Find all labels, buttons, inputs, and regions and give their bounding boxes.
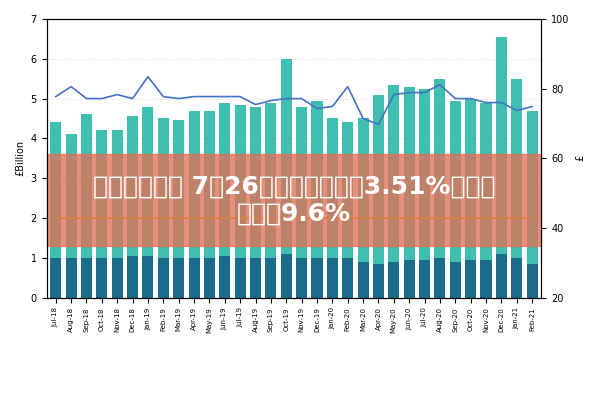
Bar	[173, 258, 184, 298]
Bar	[50, 122, 61, 258]
Bar	[358, 262, 368, 298]
Bar	[465, 98, 476, 260]
Bar	[342, 122, 353, 258]
Bar	[81, 114, 92, 258]
Bar	[250, 106, 261, 258]
Bar	[481, 260, 491, 298]
Bar	[388, 85, 400, 262]
Bar	[311, 258, 323, 298]
Bar	[419, 89, 430, 260]
Bar	[127, 256, 138, 298]
Bar	[511, 258, 522, 298]
Bar	[158, 258, 169, 298]
Text: 股票配资收费 7月26日平煤转债上涨3.51%，转股
溢价率9.6%: 股票配资收费 7月26日平煤转债上涨3.51%，转股 溢价率9.6%	[92, 174, 495, 226]
Bar	[50, 258, 61, 298]
Bar	[419, 260, 430, 298]
Bar	[142, 106, 154, 256]
Bar	[81, 258, 92, 298]
Bar	[327, 258, 338, 298]
Bar	[204, 258, 215, 298]
Bar	[404, 87, 415, 260]
Bar	[311, 100, 323, 258]
Bar	[204, 110, 215, 258]
Bar	[496, 254, 507, 298]
Bar	[219, 102, 230, 256]
Bar	[158, 118, 169, 258]
Bar	[450, 262, 461, 298]
Bar	[465, 260, 476, 298]
Bar	[265, 102, 277, 258]
Bar	[235, 258, 245, 298]
Bar	[188, 110, 200, 258]
Bar	[527, 264, 538, 298]
Bar	[358, 118, 368, 262]
Bar	[296, 258, 307, 298]
Bar	[373, 264, 384, 298]
Bar	[97, 130, 107, 258]
Bar	[281, 59, 292, 254]
Bar	[373, 95, 384, 264]
Bar	[142, 256, 154, 298]
Bar	[219, 256, 230, 298]
Bar	[281, 254, 292, 298]
Bar	[404, 260, 415, 298]
Bar	[265, 258, 277, 298]
Bar	[434, 79, 445, 258]
Bar	[342, 258, 353, 298]
Bar	[327, 118, 338, 258]
Y-axis label: £Billion: £Billion	[15, 140, 25, 176]
Bar	[97, 258, 107, 298]
Bar	[47, 154, 541, 246]
Bar	[388, 262, 400, 298]
Bar	[65, 258, 77, 298]
Bar	[481, 102, 491, 260]
Bar	[296, 106, 307, 258]
Bar	[496, 37, 507, 254]
Bar	[112, 258, 123, 298]
Bar	[511, 79, 522, 258]
Bar	[434, 258, 445, 298]
Bar	[127, 116, 138, 256]
Bar	[173, 120, 184, 258]
Bar	[450, 100, 461, 262]
Y-axis label: £: £	[575, 155, 585, 161]
Bar	[112, 130, 123, 258]
Bar	[65, 134, 77, 258]
Bar	[235, 104, 245, 258]
Bar	[527, 110, 538, 264]
Bar	[250, 258, 261, 298]
Bar	[188, 258, 200, 298]
